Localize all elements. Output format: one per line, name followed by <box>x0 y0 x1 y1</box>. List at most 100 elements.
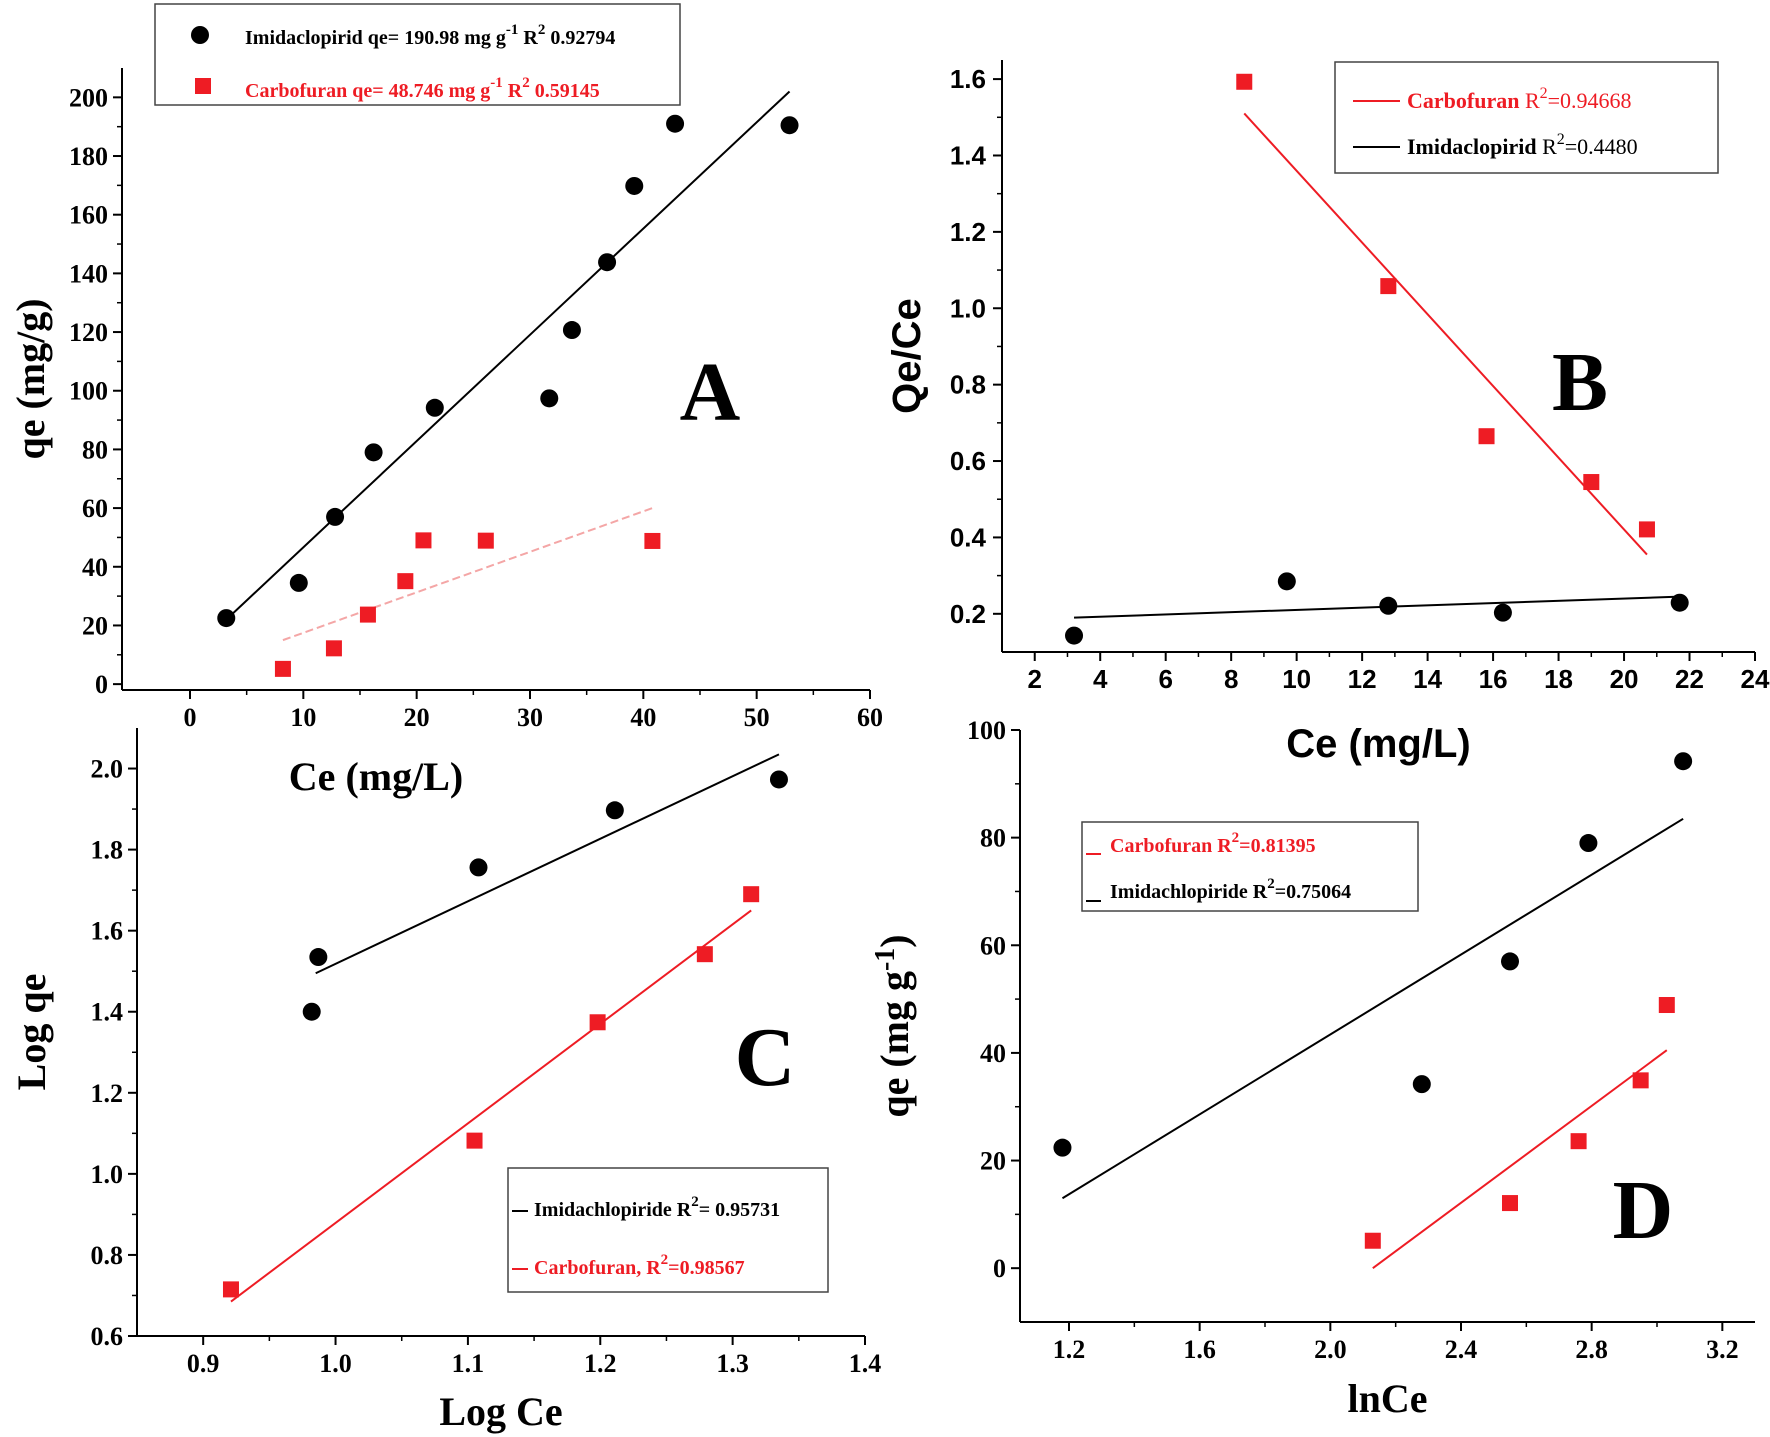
legend-a-carbofuran-label: Carbofuran qe= 48.746 mg g-1 R2 0.59145 <box>245 75 600 102</box>
x-tick-label-c: 1.3 <box>716 1349 749 1378</box>
y-tick-label-a: 200 <box>69 83 108 112</box>
x-tick-label-b: 4 <box>1093 664 1108 694</box>
legend-c-carbofuran-label: Carbofuran, R2=0.98567 <box>534 1252 745 1279</box>
y-tick-label-b: 1.6 <box>950 64 986 94</box>
y-tick-label-a: 160 <box>69 201 108 230</box>
y-tick-label-b: 0.2 <box>950 599 986 629</box>
x-tick-label-a: 60 <box>857 703 883 732</box>
fit-line-d-imidachlopiride <box>1061 817 1684 1200</box>
y-tick-label-c: 1.2 <box>91 1079 124 1108</box>
x-tick-label-b: 22 <box>1675 664 1704 694</box>
x-tick-label-d: 1.6 <box>1183 1335 1216 1364</box>
point-c-carbofuran <box>222 1281 239 1298</box>
panel-letter-d: D <box>1613 1164 1674 1257</box>
x-tick-label-a: 20 <box>404 703 430 732</box>
y-tick-label-b: 0.4 <box>950 522 987 552</box>
panel-letter-c: C <box>735 1011 796 1104</box>
y-tick-label-d: 80 <box>980 824 1006 853</box>
x-axis-title-d: lnCe <box>1348 1376 1428 1421</box>
x-tick-label-c: 1.4 <box>849 1349 882 1378</box>
y-tick-label-c: 1.8 <box>91 836 124 865</box>
fit-line-a-carbofuran <box>282 507 653 642</box>
point-a-imidacloprid <box>780 116 799 135</box>
x-tick-label-b: 8 <box>1224 664 1238 694</box>
point-c-imidachlopiride <box>769 770 788 789</box>
y-tick-label-a: 180 <box>69 142 108 171</box>
point-d-imidachlopiride <box>1412 1075 1431 1094</box>
point-d-imidachlopiride <box>1501 952 1519 971</box>
y-tick-label-d: 20 <box>980 1147 1006 1176</box>
point-c-imidachlopiride <box>469 858 488 877</box>
x-axis-title-c: Log Ce <box>439 1389 562 1434</box>
point-a-imidacloprid <box>625 176 644 195</box>
point-c-carbofuran <box>466 1132 483 1149</box>
point-b-imidacloprid <box>1277 572 1296 591</box>
y-tick-label-a: 60 <box>82 494 108 523</box>
y-tick-label-d: 100 <box>967 716 1006 745</box>
point-a-imidacloprid <box>425 398 444 417</box>
x-tick-label-b: 12 <box>1348 664 1377 694</box>
point-b-imidacloprid <box>1670 593 1689 612</box>
y-tick-label-d: 40 <box>980 1039 1006 1068</box>
x-tick-label-b: 24 <box>1741 664 1770 694</box>
point-b-carbofuran <box>1380 278 1397 295</box>
point-b-imidacloprid <box>1065 626 1084 645</box>
x-axis-title-b: Ce (mg/L) <box>1286 722 1470 766</box>
legend-c <box>507 1167 829 1293</box>
panel-d: D Carbofuran R2=0.81395 Imidachlopiride … <box>870 716 1755 1421</box>
x-tick-label-b: 20 <box>1610 664 1639 694</box>
point-a-carbofuran <box>415 532 432 549</box>
y-tick-label-c: 1.0 <box>91 1160 124 1189</box>
point-d-carbofuran <box>1570 1133 1587 1150</box>
y-tick-label-d: 0 <box>993 1254 1006 1283</box>
legend-a <box>154 3 681 106</box>
fit-line-b-imidacloprid <box>1073 595 1680 619</box>
y-tick-label-c: 1.6 <box>91 917 124 946</box>
legend-c-imidacloprid-label: Imidachlopiride R2= 0.95731 <box>534 1194 780 1221</box>
point-c-imidachlopiride <box>605 801 624 820</box>
y-axis-title-b: Qe/Ce <box>885 298 929 414</box>
panel-a: A Imidaclopirid qe= 190.98 mg g-1 R2 0.9… <box>8 3 883 799</box>
point-b-carbofuran <box>1236 73 1253 90</box>
y-tick-label-a: 80 <box>82 435 108 464</box>
point-a-carbofuran <box>397 573 414 590</box>
point-a-carbofuran <box>359 606 376 623</box>
fit-line-d-carbofuran <box>1372 1049 1668 1269</box>
x-tick-label-b: 18 <box>1544 664 1573 694</box>
y-axis-title-d: qe (mg g-1) <box>870 934 917 1117</box>
y-tick-label-c: 0.8 <box>91 1241 124 1270</box>
y-tick-label-c: 2.0 <box>91 755 124 784</box>
y-axis-title-c: Log qe <box>9 974 54 1091</box>
point-a-carbofuran <box>644 532 661 549</box>
panel-letter-b: B <box>1552 336 1608 429</box>
legend-d-carbofuran-label: Carbofuran R2=0.81395 <box>1110 830 1316 857</box>
x-tick-label-b: 14 <box>1413 664 1442 694</box>
point-d-carbofuran <box>1364 1232 1381 1249</box>
legend-b-imidacloprid-label: Imidaclopirid R2=0.4480 <box>1407 131 1638 159</box>
point-a-imidacloprid <box>540 389 559 408</box>
legend-b-carbofuran-label: Carbofuran R2=0.94668 <box>1407 85 1632 113</box>
panel-b: B Carbofuran R2=0.94668 Imidaclopirid R2… <box>885 60 1770 766</box>
x-tick-label-a: 10 <box>290 703 316 732</box>
point-a-carbofuran <box>477 532 494 549</box>
fit-line-c-carbofuran <box>230 909 752 1303</box>
point-d-imidachlopiride <box>1579 834 1598 853</box>
point-a-imidacloprid <box>217 609 236 628</box>
point-d-imidachlopiride <box>1674 752 1693 771</box>
x-tick-label-d: 2.0 <box>1314 1335 1347 1364</box>
y-tick-label-a: 20 <box>82 611 108 640</box>
y-tick-label-a: 40 <box>82 553 108 582</box>
x-tick-label-c: 1.1 <box>452 1349 485 1378</box>
y-tick-label-b: 1.0 <box>950 293 986 323</box>
x-tick-label-b: 10 <box>1282 664 1311 694</box>
x-tick-label-a: 50 <box>744 703 770 732</box>
fit-line-b-carbofuran <box>1243 112 1648 556</box>
fit-line-a-imidacloprid <box>225 90 791 621</box>
point-a-carbofuran <box>325 640 342 657</box>
point-a-imidacloprid <box>598 253 617 272</box>
legend-a-imidacloprid-label: Imidaclopirid qe= 190.98 mg g-1 R2 0.927… <box>245 22 615 49</box>
x-tick-label-a: 30 <box>517 703 543 732</box>
point-c-carbofuran <box>696 946 713 963</box>
legend-a-carbofuran-marker <box>195 78 211 94</box>
